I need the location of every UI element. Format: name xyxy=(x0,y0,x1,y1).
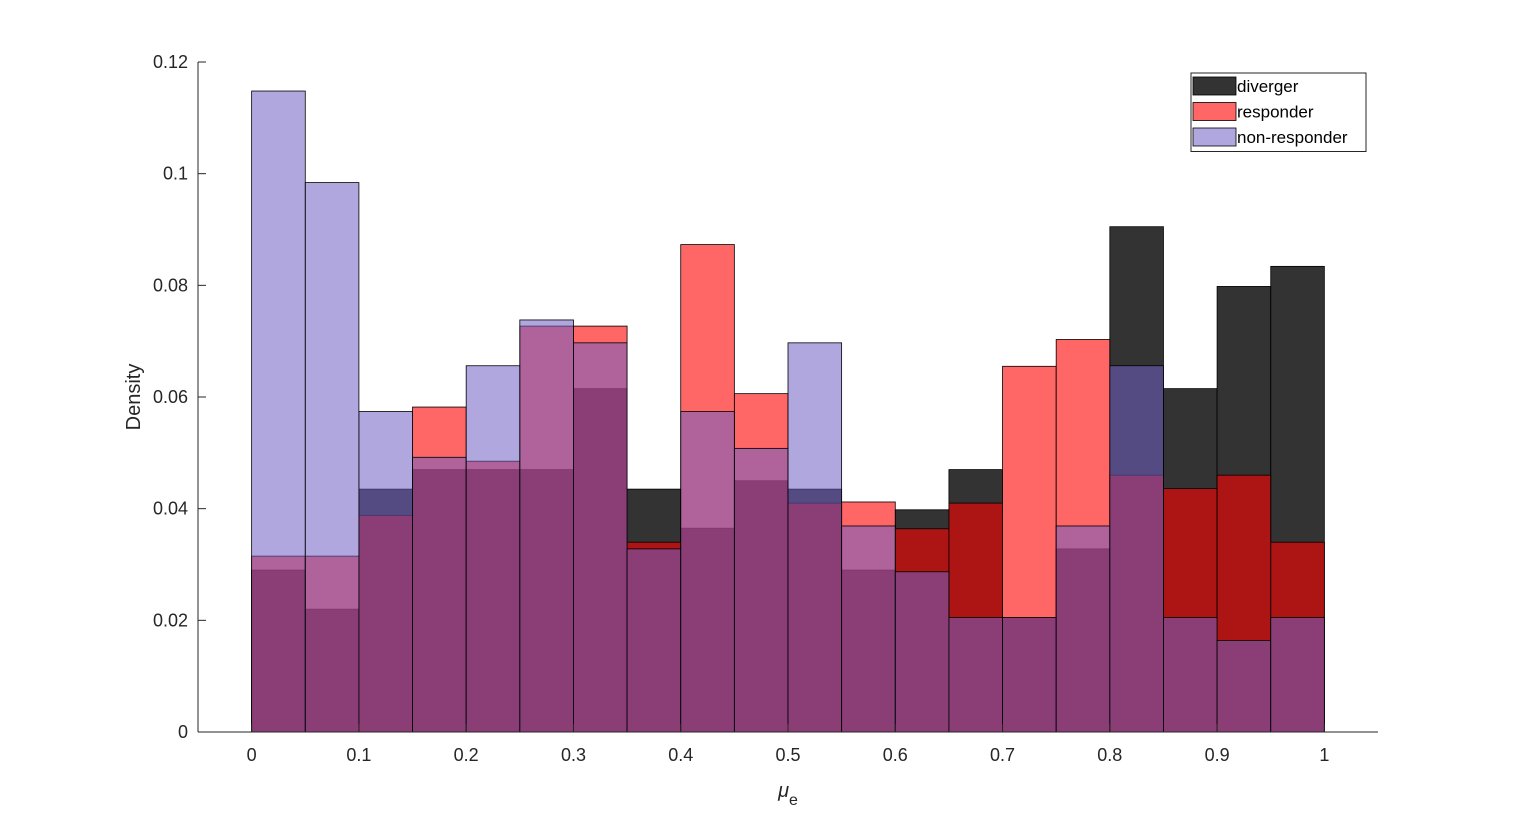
y-tick-label: 0.1 xyxy=(163,164,188,184)
x-tick-label: 0.8 xyxy=(1097,745,1122,765)
non-responder-bar xyxy=(1055,525,1111,733)
legend-swatch-non-responder xyxy=(1192,127,1237,147)
non-responder-bar xyxy=(1163,617,1218,733)
legend: diverger responder non-responder xyxy=(1190,72,1367,152)
non-responder-bar xyxy=(894,571,950,733)
non-responder-bar xyxy=(626,548,682,733)
non-responder-bar xyxy=(733,447,789,733)
x-tick-label: 0.6 xyxy=(883,745,908,765)
x-tick-label: 0.9 xyxy=(1205,745,1230,765)
x-tick-label: 0.4 xyxy=(668,745,693,765)
non-responder-bar xyxy=(1002,617,1057,733)
x-axis-label: μe xyxy=(777,780,798,809)
non-responder-bar xyxy=(1270,617,1325,733)
non-responder-bar xyxy=(841,525,896,733)
y-tick-label: 0 xyxy=(178,722,188,742)
x-axis-label-symbol: μ xyxy=(777,780,789,802)
x-tick-label: 0 xyxy=(247,745,257,765)
non-responder-bar xyxy=(948,617,1003,733)
legend-label-non-responder: non-responder xyxy=(1237,128,1348,147)
x-tick-label: 0.5 xyxy=(775,745,800,765)
y-tick-label: 0.12 xyxy=(153,52,188,72)
legend-swatch-diverger xyxy=(1192,76,1237,96)
non-responder-bar xyxy=(680,411,735,733)
legend-swatch-responder xyxy=(1192,102,1237,121)
x-tick-label: 0.7 xyxy=(990,745,1015,765)
x-axis-label-subscript: e xyxy=(789,792,798,809)
non-responder-bar xyxy=(358,411,413,733)
legend-label-responder: responder xyxy=(1237,103,1314,122)
x-ticks: 0 0.1 0.2 0.3 0.4 0.5 0.6 0.7 0.8 0.9 1 xyxy=(247,724,1329,765)
bars-layer xyxy=(251,90,1325,733)
y-tick-label: 0.06 xyxy=(153,387,188,407)
y-tick-label: 0.04 xyxy=(153,499,188,519)
non-responder-bar xyxy=(251,90,306,733)
non-responder-bar xyxy=(465,365,521,733)
x-tick-label: 0.2 xyxy=(454,745,479,765)
legend-label-diverger: diverger xyxy=(1237,77,1299,96)
non-responder-bar xyxy=(787,342,843,733)
y-ticks: 0 0.02 0.04 0.06 0.08 0.1 0.12 xyxy=(153,52,206,742)
x-tick-label: 1 xyxy=(1319,745,1329,765)
x-tick-label: 0.3 xyxy=(561,745,586,765)
non-responder-bar xyxy=(1109,365,1164,733)
non-responder-bar xyxy=(304,182,360,733)
non-responder-bar xyxy=(1216,640,1272,733)
non-responder-bar xyxy=(573,342,628,733)
y-tick-label: 0.08 xyxy=(153,275,188,295)
x-tick-label: 0.1 xyxy=(346,745,371,765)
series-non-responder xyxy=(251,90,1325,733)
y-axis-label: Density xyxy=(123,364,145,431)
non-responder-bar xyxy=(519,319,574,733)
y-tick-label: 0.02 xyxy=(153,610,188,630)
non-responder-bar xyxy=(412,456,467,733)
